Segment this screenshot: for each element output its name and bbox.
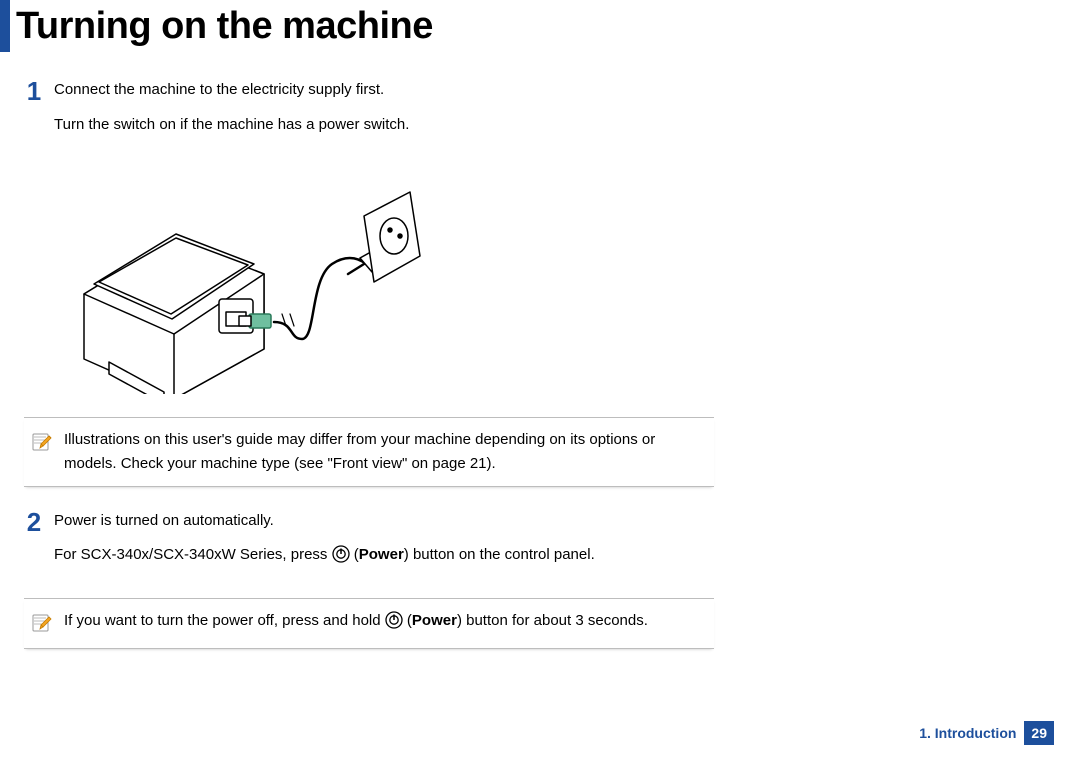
power-icon <box>385 611 403 637</box>
note-icon <box>30 428 60 476</box>
page-title: Turning on the machine <box>16 5 433 48</box>
power-icon <box>332 545 350 572</box>
title-bar: Turning on the machine <box>0 0 433 52</box>
footer: 1. Introduction 29 <box>919 721 1054 745</box>
printer-plug-illustration <box>64 164 714 399</box>
note-text: Illustrations on this user's guide may d… <box>60 428 708 476</box>
footer-section: 1. Introduction <box>919 725 1016 741</box>
note-box-1: Illustrations on this user's guide may d… <box>24 417 714 487</box>
text-run: If you want to turn the power off, press… <box>64 612 385 629</box>
title-accent <box>0 0 10 52</box>
note-box-2: If you want to turn the power off, press… <box>24 598 714 649</box>
footer-page-number: 29 <box>1024 721 1054 745</box>
text-run: For SCX-340x/SCX-340xW Series, press <box>54 546 332 563</box>
step-number: 1 <box>14 78 54 148</box>
step-text: For SCX-340x/SCX-340xW Series, press (Po… <box>54 543 714 572</box>
step-text: Turn the switch on if the machine has a … <box>54 113 714 138</box>
step-2: 2 Power is turned on automatically. For … <box>14 509 714 583</box>
content-column: 1 Connect the machine to the electricity… <box>14 78 714 671</box>
step-text: Power is turned on automatically. <box>54 509 714 534</box>
step-1: 1 Connect the machine to the electricity… <box>14 78 714 148</box>
note-text: If you want to turn the power off, press… <box>60 609 708 638</box>
note-icon <box>30 609 60 638</box>
text-run: ) button on the control panel. <box>404 546 595 563</box>
step-body: Power is turned on automatically. For SC… <box>54 509 714 583</box>
text-bold: Power <box>359 546 404 563</box>
step-number: 2 <box>14 509 54 583</box>
step-body: Connect the machine to the electricity s… <box>54 78 714 148</box>
text-bold: Power <box>412 612 457 629</box>
text-run: ) button for about 3 seconds. <box>457 612 648 629</box>
step-text: Connect the machine to the electricity s… <box>54 78 714 103</box>
